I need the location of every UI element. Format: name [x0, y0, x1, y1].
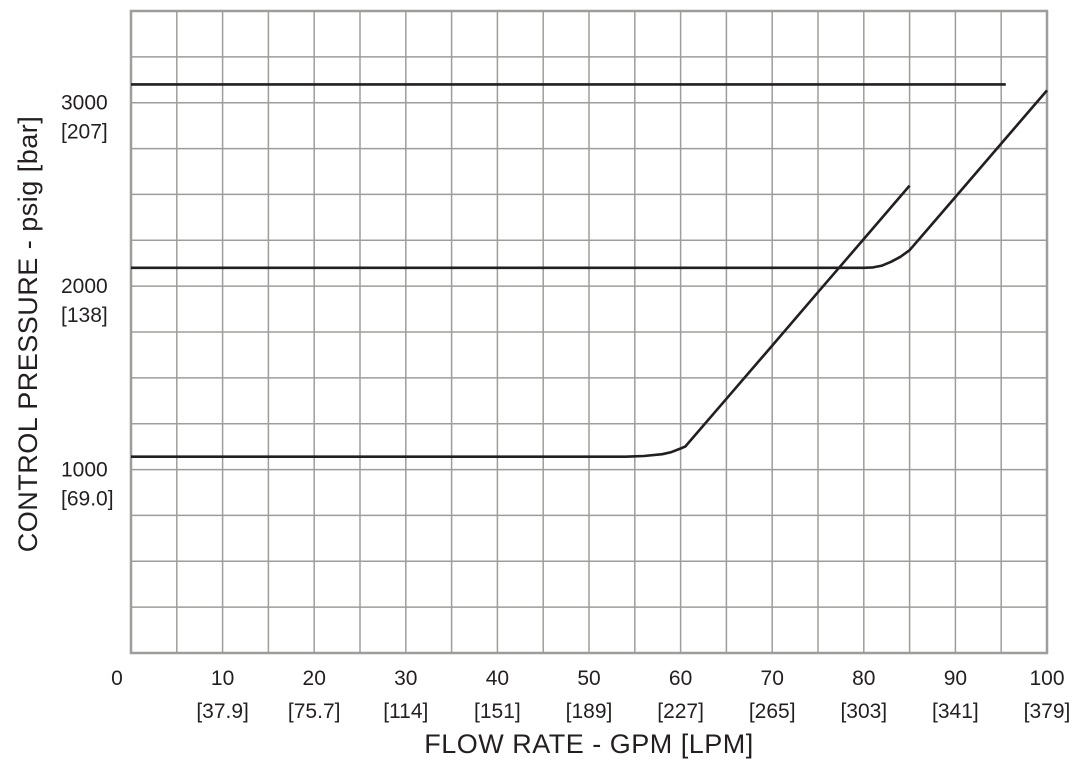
series-group: [131, 83, 1048, 459]
x-tick-sublabel: [379]: [1024, 700, 1071, 723]
x-tick-label: 30: [394, 667, 417, 690]
x-tick-sublabel: [303]: [840, 700, 887, 723]
x-tick-sublabel: [265]: [749, 700, 796, 723]
x-tick-label: 80: [852, 667, 875, 690]
x-tick-sublabel: [227]: [657, 700, 704, 723]
x-tick-label: 70: [761, 667, 784, 690]
x-tick-labels: 0 10 [37.9] 20 [75.7] 30 [114] 40 [151] 50 [189] 60…: [111, 667, 1070, 723]
x-tick-label: 0: [111, 667, 123, 690]
x-axis-title: FLOW RATE - GPM [LPM]: [424, 729, 754, 759]
y-tick-label: 3000: [61, 92, 108, 115]
x-tick-label: 20: [303, 667, 326, 690]
series-line-2: [131, 89, 1048, 270]
x-tick-label: 100: [1029, 667, 1064, 690]
grid-lines: [131, 11, 1047, 653]
x-tick-label: 90: [944, 667, 967, 690]
y-tick-label: 1000: [61, 459, 108, 482]
x-tick-sublabel: [189]: [566, 700, 613, 723]
x-tick-label: 60: [669, 667, 692, 690]
y-tick-sublabel: [69.0]: [61, 488, 114, 511]
y-tick-sublabel: [138]: [61, 304, 108, 327]
x-tick-sublabel: [37.9]: [196, 700, 249, 723]
x-tick-sublabel: [114]: [383, 700, 428, 723]
x-tick-label: 50: [577, 667, 600, 690]
y-tick-sublabel: [207]: [61, 121, 108, 144]
x-tick-sublabel: [341]: [932, 700, 979, 723]
plot-frame: [129, 9, 1049, 655]
x-tick-sublabel: [151]: [474, 700, 521, 723]
x-tick-label: 40: [486, 667, 509, 690]
y-tick-labels: 1000 [69.0] 2000 [138] 3000 [207]: [61, 92, 114, 511]
series-line-3: [131, 184, 911, 459]
y-axis-title: CONTROL PRESSURE - psig [bar]: [13, 116, 43, 553]
y-tick-label: 2000: [61, 275, 108, 298]
x-tick-label: 10: [211, 667, 234, 690]
x-tick-sublabel: [75.7]: [288, 700, 341, 723]
